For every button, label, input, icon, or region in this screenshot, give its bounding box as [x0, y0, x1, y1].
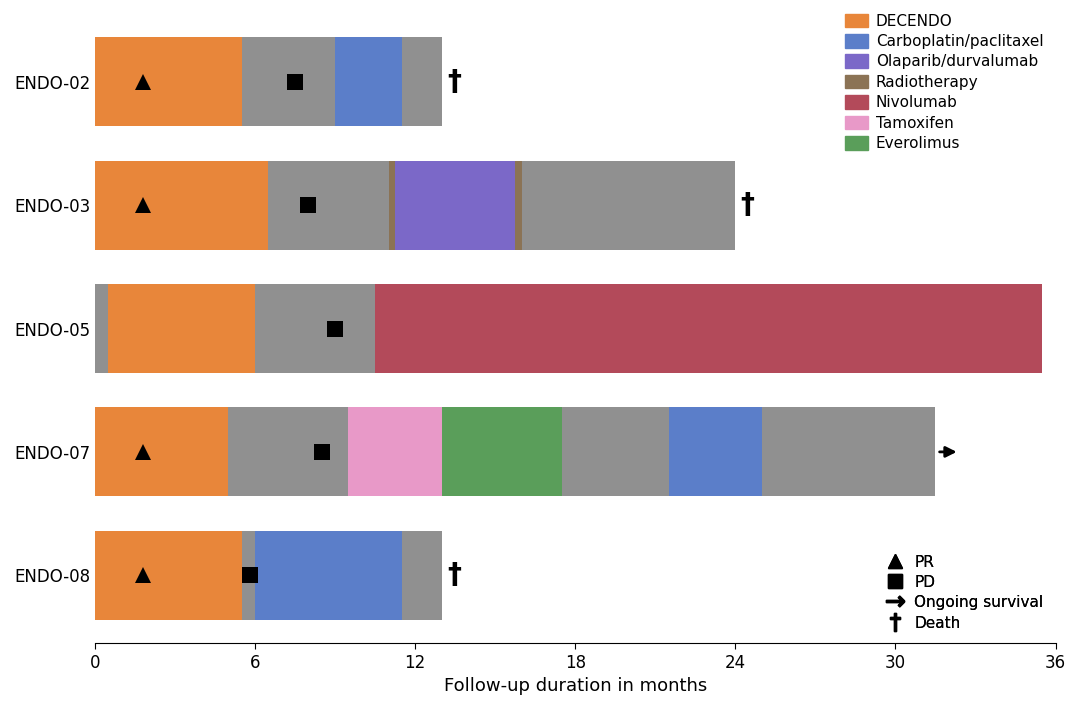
Bar [515, 161, 522, 250]
Bar [442, 408, 562, 496]
Bar [522, 161, 735, 250]
Bar [669, 408, 762, 496]
Bar [402, 38, 442, 126]
Legend: PR, PD, Ongoing survival, Death: PR, PD, Ongoing survival, Death [879, 550, 1048, 635]
Bar [269, 161, 389, 250]
Bar [395, 161, 515, 250]
Bar [242, 531, 255, 620]
Text: †: † [741, 191, 755, 219]
Bar [95, 284, 108, 373]
Bar [402, 531, 442, 620]
Bar [255, 531, 402, 620]
Bar [95, 408, 228, 496]
Text: †: † [447, 68, 461, 96]
Bar [108, 284, 255, 373]
X-axis label: Follow-up duration in months: Follow-up duration in months [444, 677, 707, 695]
Bar [335, 38, 402, 126]
Bar [95, 531, 242, 620]
Bar [375, 284, 1042, 373]
Text: †: † [447, 562, 461, 589]
Bar [228, 408, 349, 496]
Bar [562, 408, 669, 496]
Bar [95, 38, 242, 126]
Bar [389, 161, 395, 250]
Bar [255, 284, 375, 373]
Bar [242, 38, 335, 126]
Bar [762, 408, 935, 496]
Bar [95, 161, 269, 250]
Bar [349, 408, 442, 496]
